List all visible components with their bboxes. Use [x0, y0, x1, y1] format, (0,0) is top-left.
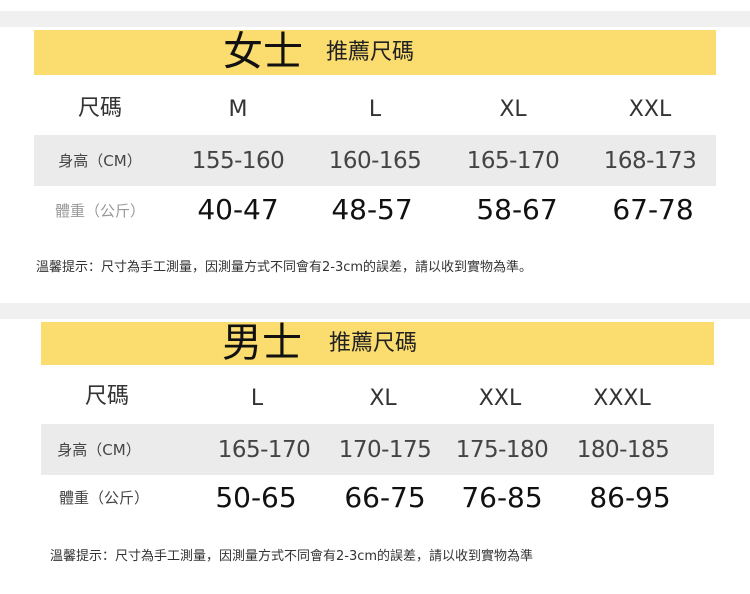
weight-label: 體重（公斤） [54, 202, 146, 220]
divider-band [0, 11, 750, 27]
height-value: 155-160 [191, 148, 285, 174]
weight-label: 體重（公斤） [58, 489, 150, 507]
men-subtitle: 推薦尺碼 [328, 331, 418, 356]
height-value: 165-170 [466, 148, 560, 174]
weight-value: 66-75 [344, 481, 426, 514]
women-subtitle: 推薦尺碼 [325, 40, 415, 65]
women-note: 溫馨提示：尺寸為手工測量，因測量方式不同會有2-3cm的誤差，請以收到實物為準。 [36, 260, 533, 275]
size-header: XL [499, 97, 527, 122]
men-header-bar [41, 322, 714, 365]
weight-value: 76-85 [461, 481, 543, 514]
height-value: 175-180 [455, 437, 549, 463]
size-header: XXL [478, 386, 522, 411]
weight-value: 50-65 [215, 481, 297, 514]
weight-value: 48-57 [331, 193, 413, 226]
size-header: XL [369, 386, 397, 411]
height-value: 170-175 [338, 437, 432, 463]
height-value: 168-173 [603, 148, 697, 174]
size-header: L [368, 97, 382, 122]
men-title: 男士 [222, 320, 302, 366]
men-note: 溫馨提示：尺寸為手工測量，因測量方式不同會有2-3cm的誤差，請以收到實物為準 [50, 549, 534, 564]
height-row [34, 135, 716, 186]
size-header: XXXL [593, 386, 651, 411]
height-label: 身高（CM） [58, 152, 142, 170]
height-label: 身高（CM） [57, 441, 141, 459]
size-label: 尺碼 [84, 384, 130, 409]
height-row [41, 424, 714, 475]
size-header: M [228, 97, 248, 122]
height-value: 160-165 [328, 148, 422, 174]
size-label: 尺碼 [77, 96, 123, 121]
size-header: XXL [628, 97, 672, 122]
height-value: 180-185 [576, 437, 670, 463]
women-title: 女士 [223, 29, 303, 75]
women-header-bar [34, 30, 716, 75]
weight-value: 67-78 [612, 193, 694, 226]
height-value: 165-170 [217, 437, 311, 463]
weight-value: 40-47 [197, 193, 279, 226]
weight-value: 86-95 [589, 481, 671, 514]
size-header: L [250, 386, 264, 411]
divider-band [0, 303, 750, 319]
weight-value: 58-67 [476, 193, 558, 226]
